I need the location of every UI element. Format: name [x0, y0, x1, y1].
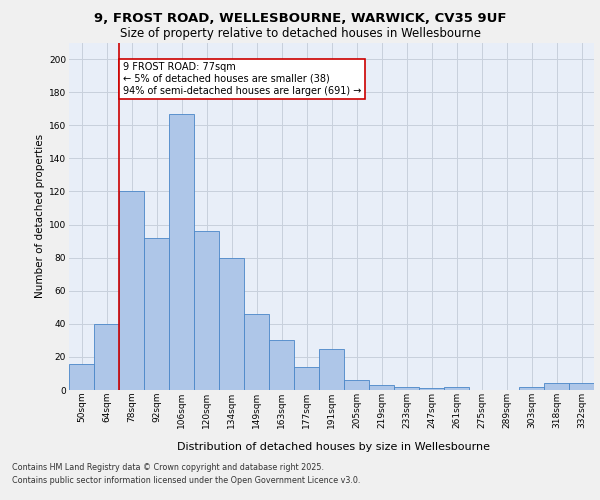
Bar: [394, 386, 419, 390]
Bar: [244, 314, 269, 390]
Bar: [269, 340, 294, 390]
Text: Contains HM Land Registry data © Crown copyright and database right 2025.: Contains HM Land Registry data © Crown c…: [12, 464, 324, 472]
Bar: [144, 238, 169, 390]
Bar: [444, 386, 469, 390]
Bar: [119, 192, 144, 390]
Bar: [344, 380, 369, 390]
Bar: [94, 324, 119, 390]
Text: Size of property relative to detached houses in Wellesbourne: Size of property relative to detached ho…: [119, 28, 481, 40]
Bar: [569, 384, 594, 390]
Bar: [544, 384, 569, 390]
Bar: [219, 258, 244, 390]
Bar: [294, 367, 319, 390]
Text: 9, FROST ROAD, WELLESBOURNE, WARWICK, CV35 9UF: 9, FROST ROAD, WELLESBOURNE, WARWICK, CV…: [94, 12, 506, 26]
Bar: [69, 364, 94, 390]
Bar: [319, 348, 344, 390]
Text: 9 FROST ROAD: 77sqm
← 5% of detached houses are smaller (38)
94% of semi-detache: 9 FROST ROAD: 77sqm ← 5% of detached hou…: [123, 62, 361, 96]
Y-axis label: Number of detached properties: Number of detached properties: [35, 134, 45, 298]
Bar: [419, 388, 444, 390]
Bar: [369, 385, 394, 390]
Bar: [194, 231, 219, 390]
Text: Distribution of detached houses by size in Wellesbourne: Distribution of detached houses by size …: [176, 442, 490, 452]
Bar: [169, 114, 194, 390]
Text: Contains public sector information licensed under the Open Government Licence v3: Contains public sector information licen…: [12, 476, 361, 485]
Bar: [519, 386, 544, 390]
